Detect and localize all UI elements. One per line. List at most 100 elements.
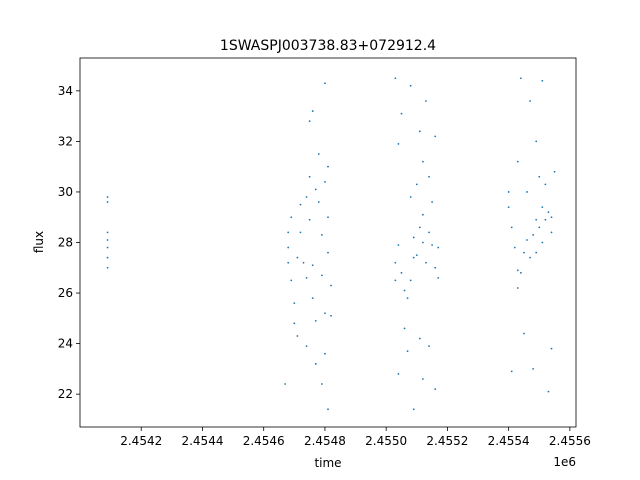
x-tick-label: 2.4546: [243, 434, 285, 448]
data-point: [550, 231, 553, 234]
data-point: [526, 239, 528, 241]
data-point: [394, 77, 397, 80]
data-point: [302, 261, 305, 264]
data-point: [320, 234, 323, 236]
data-point: [418, 130, 421, 133]
data-point: [431, 244, 433, 246]
data-point: [529, 100, 531, 102]
data-point: [317, 201, 320, 203]
data-point: [324, 352, 326, 355]
data-point: [507, 191, 510, 193]
data-point: [516, 287, 519, 289]
data-point: [287, 246, 290, 249]
data-point: [305, 276, 308, 279]
data-point: [324, 180, 326, 183]
data-point: [106, 196, 109, 198]
chart-title: 1SWASPJ003738.83+072912.4: [220, 38, 436, 54]
data-point: [106, 201, 109, 203]
data-point: [106, 246, 109, 249]
data-point: [287, 261, 290, 264]
data-point: [394, 261, 397, 264]
data-point: [544, 218, 547, 221]
x-tick-label: 2.4554: [488, 434, 530, 448]
data-point: [403, 327, 406, 330]
data-point: [330, 314, 332, 317]
data-point: [516, 160, 519, 163]
data-point: [526, 191, 528, 193]
data-point: [510, 226, 513, 229]
data-point: [507, 206, 510, 209]
data-point: [394, 279, 397, 282]
x-tick-label: 2.4552: [426, 434, 468, 448]
y-tick-label: 30: [58, 185, 73, 199]
x-tick-label: 2.4542: [120, 434, 162, 448]
data-point: [397, 373, 400, 375]
x-axis-offset-label: 1e6: [553, 455, 576, 469]
scatter-points: [106, 77, 556, 411]
y-tick-label: 24: [58, 337, 73, 351]
data-point: [523, 332, 525, 335]
data-point: [311, 110, 314, 112]
data-point: [406, 297, 409, 299]
data-point: [535, 218, 538, 221]
data-point: [547, 390, 550, 393]
data-point: [299, 203, 302, 206]
data-point: [409, 196, 412, 198]
data-point: [296, 335, 299, 337]
x-axis: 2.4542 2.4544 2.4546 2.4548 2.4550 2.4552 2.45…: [120, 427, 591, 448]
data-point: [412, 236, 415, 239]
data-point: [422, 160, 424, 163]
data-point: [422, 241, 424, 244]
data-point: [434, 135, 437, 138]
data-point: [532, 367, 535, 370]
y-tick-label: 26: [58, 286, 73, 300]
data-point: [403, 289, 406, 292]
data-point: [437, 246, 440, 249]
data-point: [547, 211, 550, 214]
data-point: [106, 256, 109, 259]
data-point: [434, 266, 437, 269]
data-point: [535, 251, 538, 254]
data-point: [541, 206, 544, 209]
data-point: [425, 261, 427, 264]
data-point: [409, 84, 412, 87]
data-point: [293, 302, 296, 305]
data-point: [415, 183, 418, 186]
data-point: [523, 251, 525, 254]
data-point: [308, 175, 311, 178]
data-point: [314, 362, 317, 365]
data-point: [308, 218, 311, 221]
data-point: [311, 264, 314, 267]
data-point: [311, 297, 314, 299]
data-point: [400, 112, 403, 115]
data-point: [538, 175, 541, 178]
data-point: [541, 241, 544, 244]
data-point: [305, 345, 308, 348]
data-point: [317, 153, 320, 155]
y-axis: 22 24 26 28 30 32 34: [58, 84, 80, 401]
data-point: [314, 188, 317, 191]
data-point: [529, 256, 531, 259]
x-axis-label: time: [314, 456, 341, 470]
data-point: [538, 226, 541, 229]
x-tick-label: 2.4544: [181, 434, 223, 448]
data-point: [330, 284, 332, 287]
data-point: [409, 279, 412, 282]
data-point: [106, 239, 109, 241]
x-tick-label: 2.4556: [549, 434, 591, 448]
data-point: [320, 274, 323, 277]
data-point: [106, 266, 109, 269]
data-point: [327, 216, 329, 219]
y-tick-label: 28: [58, 236, 73, 250]
data-point: [296, 256, 299, 259]
data-point: [553, 170, 556, 173]
data-point: [406, 350, 409, 353]
data-point: [418, 337, 421, 340]
data-point: [422, 378, 424, 380]
data-point: [425, 100, 427, 102]
data-point: [428, 231, 430, 234]
data-point: [519, 271, 522, 274]
data-point: [550, 216, 553, 219]
x-tick-label: 2.4550: [365, 434, 407, 448]
